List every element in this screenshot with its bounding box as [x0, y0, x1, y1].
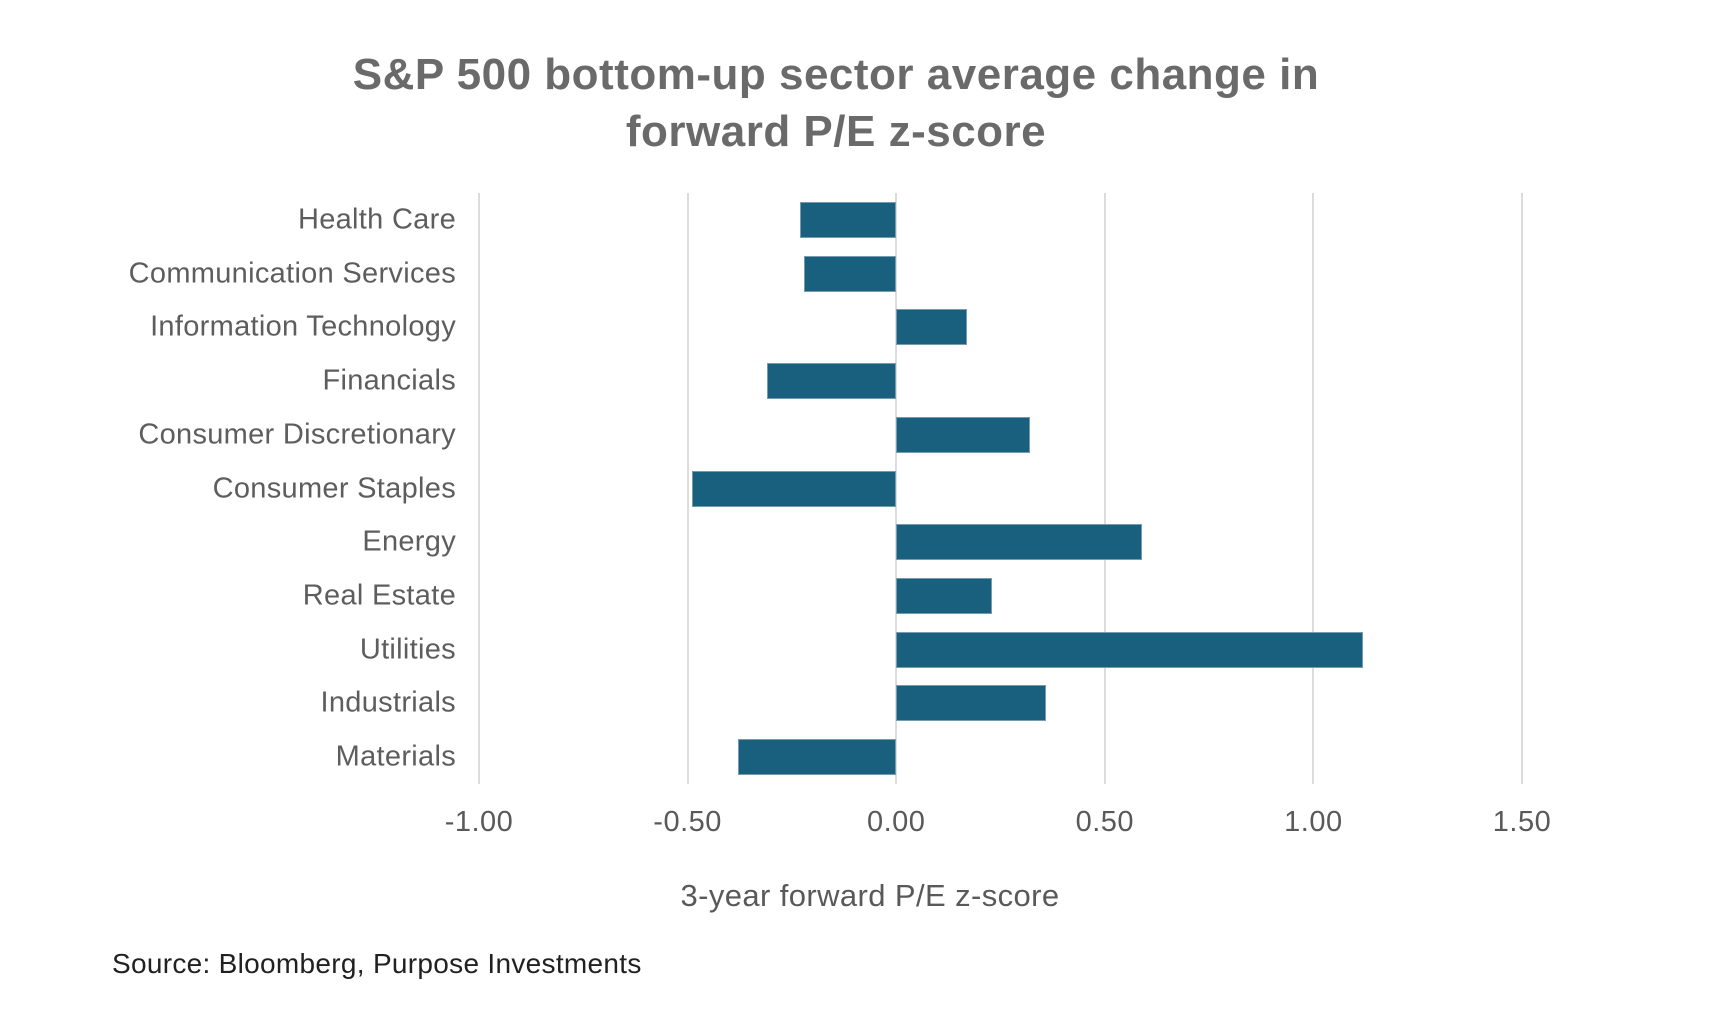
bar-energy — [896, 524, 1143, 561]
category-axis: Health Care Communication Services Informa… — [0, 193, 456, 784]
x-axis-title: 3-year forward P/E z-score — [680, 878, 1060, 913]
bar-consumer-discretionary — [896, 416, 1030, 453]
category-label: Communication Services — [128, 257, 456, 290]
gridline-x-0 — [895, 193, 898, 784]
bar-health-care — [800, 201, 897, 238]
bar-industrials — [896, 685, 1047, 722]
gridline-x-0.5 — [1103, 193, 1106, 784]
bar-communication-services — [804, 255, 897, 292]
bar-utilities — [896, 631, 1364, 668]
bar-materials — [737, 739, 897, 776]
gridline-x--1 — [478, 193, 480, 784]
category-label: Materials — [335, 740, 456, 773]
x-tick-label: 0.50 — [1075, 806, 1135, 838]
chart-title-line1: S&P 500 bottom-up sector average change … — [352, 50, 1320, 99]
bar-real-estate — [896, 577, 993, 614]
x-tick-label: 1.50 — [1492, 806, 1552, 838]
category-label: Consumer Staples — [212, 472, 456, 504]
category-label: Utilities — [359, 633, 456, 666]
category-label: Information Technology — [150, 310, 456, 343]
gridline-x-1 — [1312, 193, 1315, 784]
x-tick-label: -0.50 — [653, 806, 722, 838]
chart-title-line2: forward P/E z-score — [625, 107, 1047, 156]
plot-area — [478, 193, 1523, 784]
gridline-x-1.5 — [1521, 193, 1523, 784]
category-label: Consumer Discretionary — [138, 418, 456, 451]
x-tick-label: 0.00 — [866, 806, 926, 838]
bar-information-technology — [896, 309, 968, 346]
category-label: Real Estate — [302, 579, 456, 612]
bar-financials — [766, 363, 897, 400]
category-label: Health Care — [297, 203, 456, 236]
category-label: Industrials — [320, 686, 456, 719]
x-tick-label: -1.00 — [444, 806, 514, 838]
bar-consumer-staples — [691, 470, 897, 507]
x-tick-label: 1.00 — [1284, 806, 1343, 838]
category-label: Energy — [362, 525, 456, 558]
source-note: Source: Bloomberg, Purpose Investments — [112, 948, 642, 979]
chart-title: S&P 500 bottom-up sector average change … — [0, 46, 1672, 160]
gridline-x--0.5 — [686, 193, 689, 784]
category-label: Financials — [322, 364, 456, 397]
